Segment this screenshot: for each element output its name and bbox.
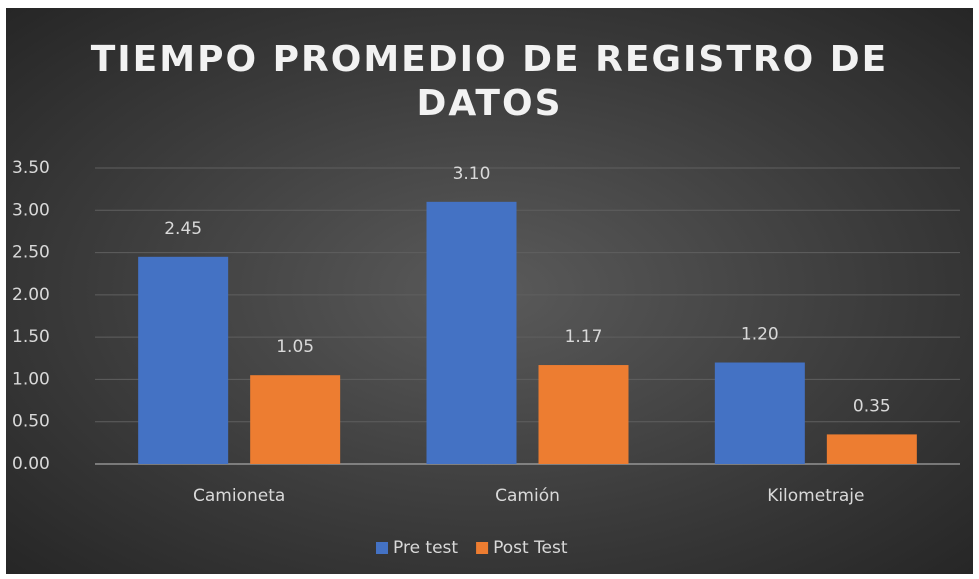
y-tick-label: 2.50 [12,243,50,263]
x-tick-label: Camión [495,486,560,506]
chart-area: 0.00 0.50 1.00 1.50 2.00 2.50 3.00 3.50 Camionet… [6,8,973,574]
y-tick-label: 2.00 [12,285,50,305]
x-tick-label: Camioneta [193,486,285,506]
chart-title: TIEMPO PROMEDIO DE REGISTRO DE DATOS [90,39,889,124]
legend-label: Post Test [493,538,568,558]
bar [426,201,517,465]
data-label: 0.35 [853,396,891,416]
y-tick-label: 0.00 [12,454,50,474]
legend-label: Pre test [393,538,458,558]
y-tick-label: 3.00 [12,200,50,220]
y-tick-label: 0.50 [12,412,50,432]
y-tick-label: 3.50 [12,158,50,178]
bar [826,434,917,464]
bar [714,362,805,464]
data-label: 1.05 [276,337,314,357]
legend-swatch [476,542,489,554]
data-label: 1.17 [565,327,603,347]
chart: 0.00 0.50 1.00 1.50 2.00 2.50 3.00 3.50 Camionet… [12,158,960,558]
data-label: 2.45 [164,219,202,239]
legend-swatch [376,542,388,554]
y-tick-label: 1.00 [12,369,50,389]
bar [250,375,341,464]
y-tick-label: 1.50 [12,327,50,347]
bar [538,365,629,464]
data-label: 3.10 [453,164,491,184]
bar [138,256,229,464]
x-tick-label: Kilometraje [767,486,864,506]
data-label: 1.20 [741,325,779,345]
